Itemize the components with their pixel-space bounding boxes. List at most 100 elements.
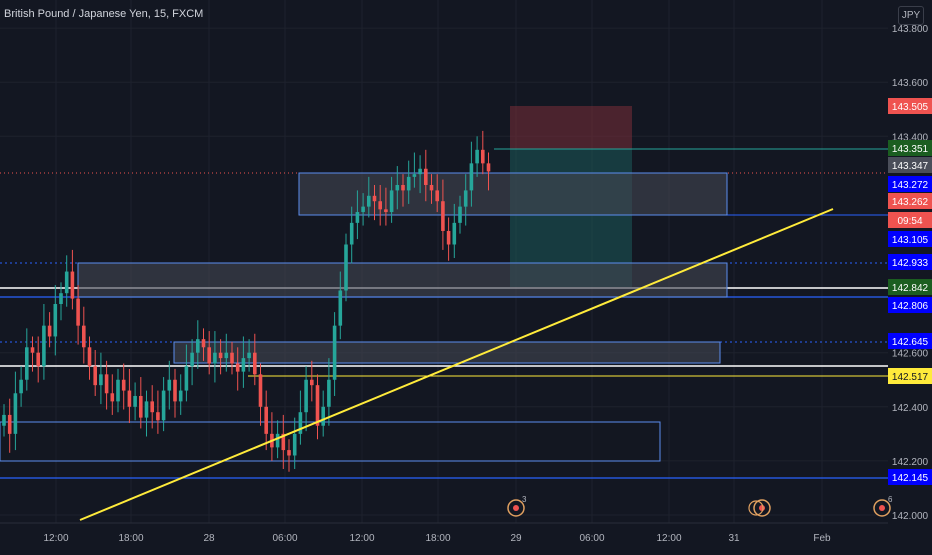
- price-label-box: [888, 231, 932, 247]
- price-label: 142.933: [892, 258, 929, 269]
- x-tick-label: 06:00: [579, 533, 604, 544]
- candle-body: [218, 352, 223, 359]
- x-tick-label: 31: [728, 533, 740, 544]
- candle-body: [463, 190, 468, 207]
- candle-body: [378, 201, 382, 210]
- candle-body: [452, 222, 457, 245]
- candle-body: [139, 395, 143, 418]
- candle-body: [184, 366, 189, 391]
- trendline[interactable]: [79, 208, 834, 521]
- candle-body: [475, 149, 479, 164]
- candle-body: [150, 401, 154, 413]
- y-tick-label: 142.200: [892, 457, 929, 468]
- zone-upper-mid[interactable]: [77, 262, 728, 298]
- candle-body: [190, 352, 194, 367]
- price-label: 142.517: [892, 372, 929, 383]
- price-label-box: [888, 254, 932, 270]
- candle-body: [156, 412, 160, 421]
- time-axis-ticks: 12:00 18:00 28 06:00 12:00 18:00 29 06:00 12:00 3…: [43, 533, 831, 544]
- candle-body: [332, 325, 337, 380]
- candle-body: [304, 379, 308, 413]
- candle-body: [372, 195, 377, 202]
- y-tick-label: 142.000: [892, 511, 929, 522]
- candle-body: [173, 379, 177, 402]
- price-label-box: [888, 333, 932, 349]
- event-marker-dot: [513, 505, 519, 511]
- price-label-box: [888, 193, 932, 209]
- candle-body: [349, 222, 354, 245]
- event-count: 3: [522, 495, 527, 504]
- x-tick-label: 12:00: [349, 533, 374, 544]
- candle-body: [424, 168, 428, 185]
- candle-body: [47, 325, 52, 337]
- candle-body: [13, 393, 18, 434]
- price-label: 143.272: [892, 180, 929, 191]
- candle-body: [418, 168, 422, 175]
- candle-body: [435, 190, 439, 202]
- candle-body: [310, 379, 314, 386]
- candle-body: [264, 406, 268, 434]
- candle-body: [235, 363, 240, 372]
- price-labels: 143.505 143.351 143.347 143.272 143.262 09:54…: [888, 98, 932, 485]
- price-label: 142.842: [892, 283, 929, 294]
- candle-body: [275, 433, 280, 448]
- x-tick-label: 29: [510, 533, 522, 544]
- candle-body: [36, 352, 40, 367]
- candle-body: [486, 163, 491, 172]
- price-label: 142.145: [892, 473, 929, 484]
- candle-body: [42, 325, 46, 367]
- candle-body: [87, 347, 92, 367]
- zone-lower-mid[interactable]: [173, 341, 721, 364]
- price-label-box: [888, 176, 932, 192]
- candle-body: [104, 374, 109, 394]
- candle-body: [481, 149, 485, 164]
- price-label: 142.806: [892, 301, 929, 312]
- candle-body: [247, 352, 251, 359]
- candle-body: [30, 347, 35, 353]
- x-tick-label: 18:00: [425, 533, 450, 544]
- price-label-box: [888, 279, 932, 295]
- candle-body: [355, 212, 360, 223]
- price-label-box: [888, 98, 932, 114]
- zone-bottom[interactable]: [0, 421, 661, 462]
- event-marker-extra: [748, 500, 764, 516]
- chart-title: British Pound / Japanese Yen, 15, FXCM: [4, 8, 204, 20]
- price-axis[interactable]: [888, 0, 932, 550]
- event-marker-dot: [759, 505, 765, 511]
- stop-loss-zone[interactable]: [510, 106, 632, 149]
- candle-body: [144, 401, 149, 418]
- candle-body: [76, 298, 80, 326]
- y-tick-label: 142.400: [892, 403, 929, 414]
- candle-body: [230, 352, 234, 364]
- candle-body: [161, 390, 166, 421]
- x-tick-label: 06:00: [272, 533, 297, 544]
- price-label-box: [888, 469, 932, 485]
- candles: [2, 130, 491, 472]
- price-label: 143.351: [892, 144, 929, 155]
- candle-body: [406, 176, 411, 191]
- x-tick-label: 12:00: [656, 533, 681, 544]
- candle-body: [344, 244, 348, 291]
- candle-body: [59, 293, 63, 305]
- candle-body: [127, 390, 132, 407]
- price-label-box: [888, 140, 932, 156]
- x-tick-label: 18:00: [118, 533, 143, 544]
- currency-button[interactable]: JPY: [898, 6, 924, 25]
- candle-body: [196, 339, 200, 353]
- candle-body: [287, 450, 291, 456]
- candle-body: [110, 393, 115, 402]
- candle-body: [121, 379, 126, 391]
- candle-body: [201, 339, 206, 348]
- candle-body: [241, 358, 246, 372]
- candle-body: [25, 347, 29, 380]
- candle-body: [224, 352, 229, 359]
- price-label: 143.105: [892, 235, 929, 246]
- candle-body: [207, 347, 211, 364]
- price-label: 09:54: [897, 216, 922, 227]
- y-tick-label: 143.400: [892, 132, 929, 143]
- candle-body: [298, 412, 303, 434]
- zone-top[interactable]: [298, 172, 728, 216]
